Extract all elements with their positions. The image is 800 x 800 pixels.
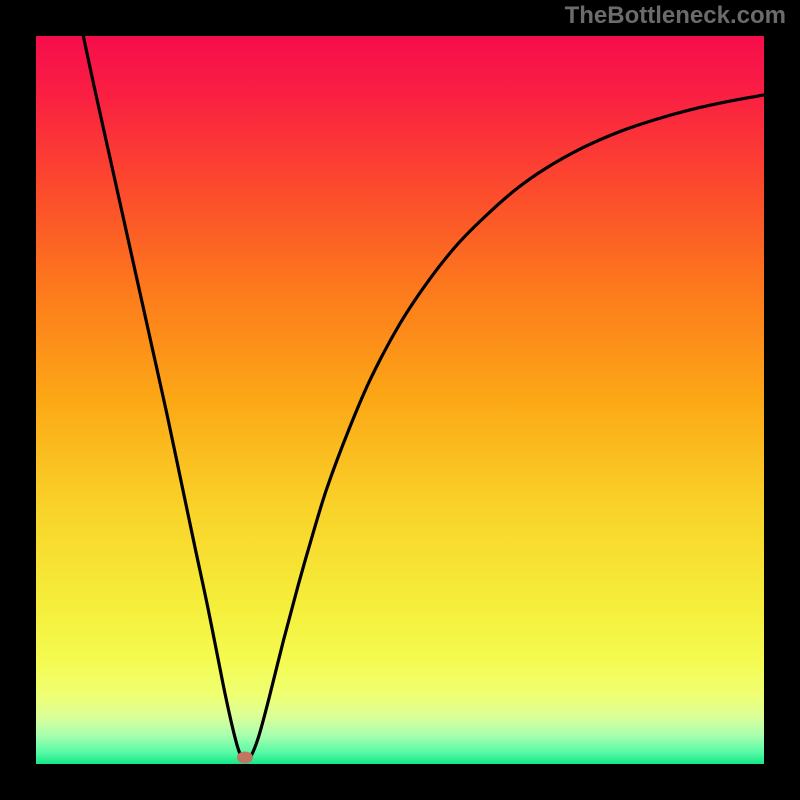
watermark-text: TheBottleneck.com [565, 2, 786, 30]
plot-area [36, 36, 764, 764]
minimum-marker [237, 751, 253, 763]
curve-svg [36, 36, 764, 764]
chart-container: { "watermark": { "text": "TheBottleneck.… [0, 0, 800, 800]
bottleneck-curve [83, 36, 764, 762]
